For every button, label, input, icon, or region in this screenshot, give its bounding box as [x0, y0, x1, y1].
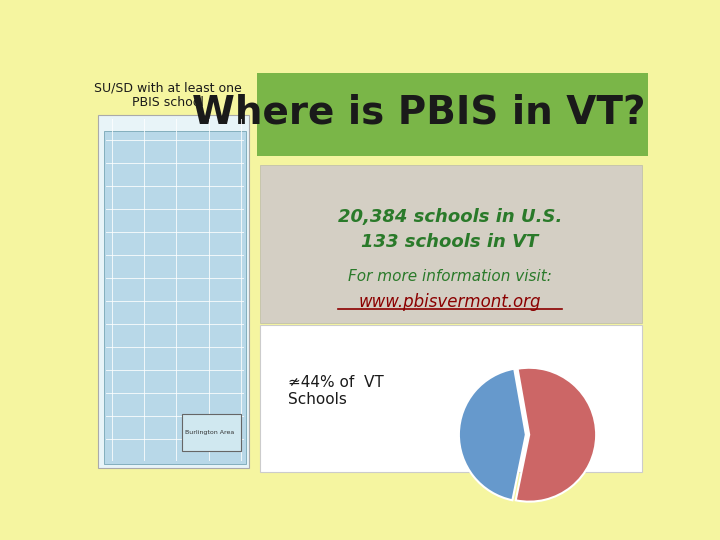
- Text: 133 schools in VT: 133 schools in VT: [361, 233, 539, 251]
- Text: PBIS school: PBIS school: [132, 96, 204, 109]
- Wedge shape: [516, 368, 596, 502]
- Text: ≄44% of  VT
Schools: ≄44% of VT Schools: [288, 375, 384, 407]
- FancyBboxPatch shape: [260, 325, 642, 472]
- Text: For more information visit:: For more information visit:: [348, 269, 552, 285]
- FancyBboxPatch shape: [258, 73, 648, 156]
- Text: www.pbisvermont.org: www.pbisvermont.org: [359, 293, 541, 311]
- Wedge shape: [459, 369, 526, 500]
- Text: Burlington Area: Burlington Area: [185, 430, 235, 435]
- Text: 20,384 schools in U.S.: 20,384 schools in U.S.: [338, 207, 562, 226]
- FancyBboxPatch shape: [182, 414, 240, 451]
- FancyBboxPatch shape: [104, 131, 246, 464]
- FancyBboxPatch shape: [99, 114, 249, 468]
- Text: Where is PBIS in VT?: Where is PBIS in VT?: [192, 93, 645, 132]
- FancyBboxPatch shape: [260, 165, 642, 322]
- Text: SU/SD with at least one: SU/SD with at least one: [94, 81, 242, 94]
